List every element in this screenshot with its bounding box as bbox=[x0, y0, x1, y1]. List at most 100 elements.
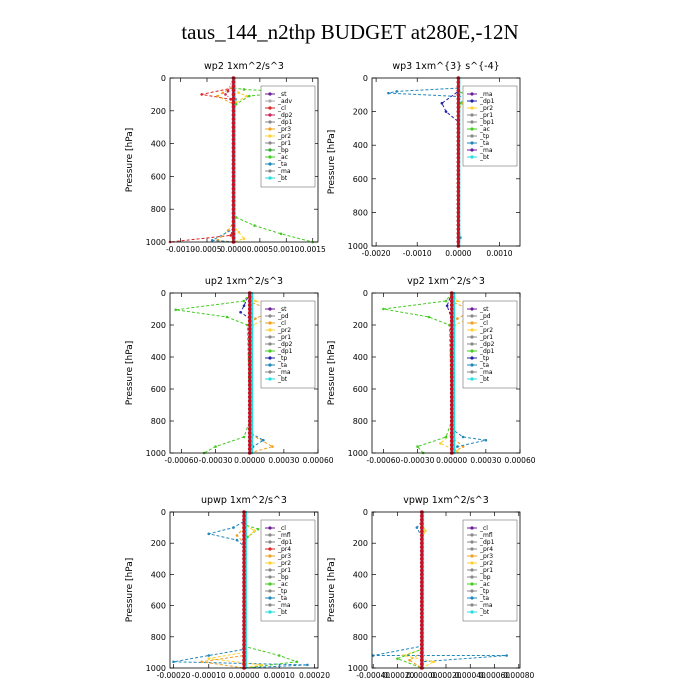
legend-entry: _pr3 bbox=[277, 553, 291, 560]
y-tick-label: 600 bbox=[151, 172, 166, 181]
y-tick-label: 0 bbox=[363, 74, 368, 83]
data-point bbox=[200, 93, 204, 96]
zero-profile-marker bbox=[231, 88, 236, 93]
legend-entry: _st bbox=[277, 91, 287, 98]
zero-profile-marker bbox=[456, 181, 461, 185]
data-point bbox=[456, 299, 459, 303]
legend-entry: _dp1 bbox=[479, 98, 495, 105]
zero-profile-marker bbox=[247, 331, 252, 335]
legend-marker bbox=[470, 342, 474, 346]
y-tick-label: 800 bbox=[151, 633, 166, 642]
legend-entry: _bt bbox=[479, 376, 490, 383]
zero-profile-marker bbox=[449, 319, 454, 323]
zero-profile-marker bbox=[247, 419, 252, 423]
legend-entry: _pr2 bbox=[479, 327, 493, 334]
zero-profile-marker bbox=[419, 650, 424, 655]
legend-entry: _ta bbox=[277, 595, 287, 602]
legend-entry: _pr1 bbox=[479, 112, 493, 119]
y-tick-label: 1000 bbox=[146, 238, 166, 247]
zero-profile-marker bbox=[449, 411, 454, 415]
zero-profile-marker bbox=[456, 126, 461, 131]
data-point bbox=[242, 88, 246, 91]
zero-profile-marker bbox=[247, 447, 252, 451]
zero-profile-marker bbox=[231, 199, 236, 203]
zero-profile-marker bbox=[456, 193, 461, 198]
legend-entry: _ta bbox=[479, 140, 489, 147]
zero-profile-marker bbox=[456, 177, 461, 181]
data-point bbox=[242, 299, 246, 303]
zero-profile-marker bbox=[247, 335, 252, 339]
data-point bbox=[229, 234, 233, 237]
zero-profile-marker bbox=[419, 599, 424, 604]
zero-profile-marker bbox=[449, 331, 454, 335]
data-point bbox=[277, 654, 281, 657]
data-point bbox=[254, 299, 257, 303]
chart-title: wp3 1xm^{3} s^{-4} bbox=[392, 61, 499, 72]
legend-entry: _ta bbox=[479, 362, 489, 369]
zero-profile-marker bbox=[242, 662, 246, 666]
data-point bbox=[225, 315, 229, 319]
zero-profile-marker bbox=[242, 553, 246, 557]
legend-entry: _tp bbox=[479, 133, 489, 140]
legend-marker bbox=[268, 127, 272, 131]
legend-marker bbox=[268, 377, 272, 381]
zero-profile-marker bbox=[449, 375, 454, 379]
legend-marker bbox=[268, 596, 272, 600]
legend-marker bbox=[268, 321, 272, 325]
zero-profile-marker bbox=[231, 178, 236, 183]
legend-entry: _pd bbox=[479, 313, 491, 320]
zero-profile-marker bbox=[419, 642, 424, 647]
y-axis-label: Pressure [hPa] bbox=[125, 128, 135, 193]
legend-marker bbox=[470, 307, 474, 311]
zero-profile-marker bbox=[242, 596, 246, 600]
data-point bbox=[306, 663, 309, 667]
zero-profile-marker bbox=[456, 160, 461, 164]
y-tick-label: 1000 bbox=[348, 242, 368, 251]
zero-profile-marker bbox=[242, 541, 246, 545]
chart-panel-2: wp3 1xm^{3} s^{-4} Pressure [hPa] 0 200 400 6… bbox=[327, 61, 521, 258]
y-tick-label: 1000 bbox=[146, 449, 166, 458]
zero-profile-marker bbox=[456, 122, 461, 126]
data-point bbox=[444, 299, 448, 303]
data-point bbox=[210, 239, 214, 242]
chart-title: up2 1xm^2/s^3 bbox=[205, 276, 283, 287]
series-line bbox=[216, 78, 234, 243]
data-point bbox=[445, 304, 449, 308]
zero-profile-marker bbox=[247, 391, 252, 395]
zero-profile-marker bbox=[247, 395, 252, 399]
x-tick-label: -0.00020 bbox=[157, 671, 191, 680]
x-tick-label: 0.00000 bbox=[436, 456, 467, 465]
zero-profile-marker bbox=[231, 84, 236, 88]
zero-profile-marker bbox=[419, 557, 424, 561]
zero-profile-marker bbox=[449, 371, 454, 375]
legend-marker bbox=[470, 335, 474, 339]
data-point bbox=[235, 538, 239, 542]
zero-profile-marker bbox=[247, 399, 252, 403]
x-tick-label: -0.0010 bbox=[166, 245, 195, 254]
data-point bbox=[174, 308, 177, 312]
data-point bbox=[415, 526, 419, 529]
zero-profile-marker bbox=[419, 521, 424, 526]
zero-profile-marker bbox=[242, 580, 246, 584]
zero-profile-marker bbox=[231, 236, 236, 240]
data-point bbox=[253, 529, 256, 533]
x-tick-label: 0.00030 bbox=[470, 456, 501, 465]
x-tick-label: 0.00020 bbox=[299, 671, 330, 680]
legend-marker bbox=[268, 342, 272, 346]
zero-profile-marker bbox=[419, 529, 424, 534]
zero-profile-marker bbox=[419, 658, 424, 662]
data-point bbox=[253, 224, 256, 227]
legend-marker bbox=[470, 328, 474, 332]
zero-profile-marker bbox=[247, 303, 252, 307]
zero-profile-marker bbox=[247, 407, 252, 411]
chart-panel-6: vpwp 1xm^2/s^3 Pressure [hPa] 0 200 400 600 80… bbox=[327, 495, 535, 680]
y-tick-label: 400 bbox=[151, 140, 166, 149]
zero-profile-marker bbox=[449, 367, 454, 371]
data-point bbox=[262, 438, 265, 442]
zero-profile-marker bbox=[242, 514, 246, 518]
zero-profile-marker bbox=[242, 646, 246, 651]
zero-profile-marker bbox=[456, 231, 461, 236]
zero-profile-marker bbox=[231, 145, 236, 150]
data-point bbox=[505, 654, 508, 657]
data-point bbox=[242, 304, 246, 308]
